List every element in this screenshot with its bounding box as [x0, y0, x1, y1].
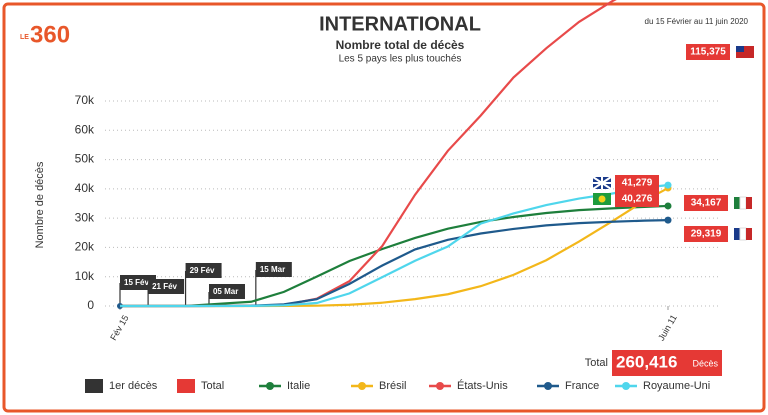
end-dot	[664, 202, 672, 210]
legend-label: États-Unis	[457, 379, 508, 392]
brand-prefix: LE	[20, 34, 29, 41]
end-label: 40,276	[622, 194, 653, 205]
flag	[746, 197, 752, 209]
x-tick-label: Fév 15	[108, 313, 130, 342]
series-line	[119, 204, 669, 308]
legend-swatch	[177, 379, 195, 393]
end-label-box	[615, 175, 659, 191]
y-axis-label: Nombre de décès	[34, 161, 46, 248]
legend-dot	[544, 382, 552, 390]
y-tick-label: 30k	[75, 210, 95, 224]
annotation-label: 21 Fév	[152, 282, 177, 291]
legend-label: Total	[201, 380, 224, 392]
end-label: 29,319	[691, 229, 722, 240]
flag	[734, 197, 740, 209]
end-label-box	[686, 44, 730, 60]
total-unit: Décès	[692, 358, 718, 368]
total-box	[612, 350, 722, 376]
period: du 15 Février au 11 juin 2020	[645, 17, 749, 26]
annotation-label: 15 Fév	[124, 278, 149, 287]
legend-dot	[622, 382, 630, 390]
chart-subtitle: Nombre total de décès	[336, 38, 465, 52]
flag	[736, 46, 744, 52]
legend-dot	[266, 382, 274, 390]
end-label: 115,375	[690, 47, 726, 58]
legend-label: Royaume-Uni	[643, 380, 710, 392]
legend-swatch	[85, 379, 103, 393]
y-tick-label: 0	[87, 298, 94, 312]
legend-label: Brésil	[379, 380, 407, 392]
annotation-box	[148, 279, 185, 294]
end-label-box	[684, 195, 728, 211]
legend-label: Italie	[287, 380, 310, 392]
legend-dot	[436, 382, 444, 390]
flag	[598, 195, 606, 203]
end-label-box	[615, 191, 659, 207]
annotation-box	[255, 262, 292, 277]
y-tick-label: 20k	[75, 240, 95, 254]
legend-dot	[358, 382, 366, 390]
flag	[739, 227, 747, 241]
end-label-box	[684, 226, 728, 242]
annotation-box	[120, 275, 156, 290]
annotation-label: 05 Mar	[213, 287, 238, 296]
y-tick-label: 60k	[75, 122, 95, 136]
annotation-box	[185, 263, 222, 278]
y-tick-label: 40k	[75, 181, 95, 195]
y-tick-label: 10k	[75, 269, 95, 283]
end-label: 41,279	[622, 178, 653, 189]
total-value: 260,416	[616, 352, 677, 371]
flag	[746, 228, 752, 240]
legend-label: 1er décès	[109, 380, 158, 392]
annotation-box	[208, 284, 245, 299]
legend-label: France	[565, 380, 599, 392]
annotation-label: 29 Fév	[190, 266, 215, 275]
end-dot	[664, 181, 672, 189]
chart-title: INTERNATIONAL	[319, 13, 481, 35]
flag	[734, 228, 740, 240]
x-tick-label: Juin 11	[656, 313, 679, 343]
y-tick-label: 70k	[75, 93, 95, 107]
y-tick-label: 50k	[75, 152, 95, 166]
total-label: Total	[585, 357, 608, 369]
end-dot	[664, 216, 672, 224]
annotation-label: 15 Mar	[260, 265, 285, 274]
end-label: 34,167	[691, 198, 722, 209]
chart-subtitle2: Les 5 pays les plus touchés	[339, 54, 462, 65]
flag	[739, 196, 747, 210]
flag	[592, 176, 612, 190]
brand-name: 360	[30, 21, 70, 48]
